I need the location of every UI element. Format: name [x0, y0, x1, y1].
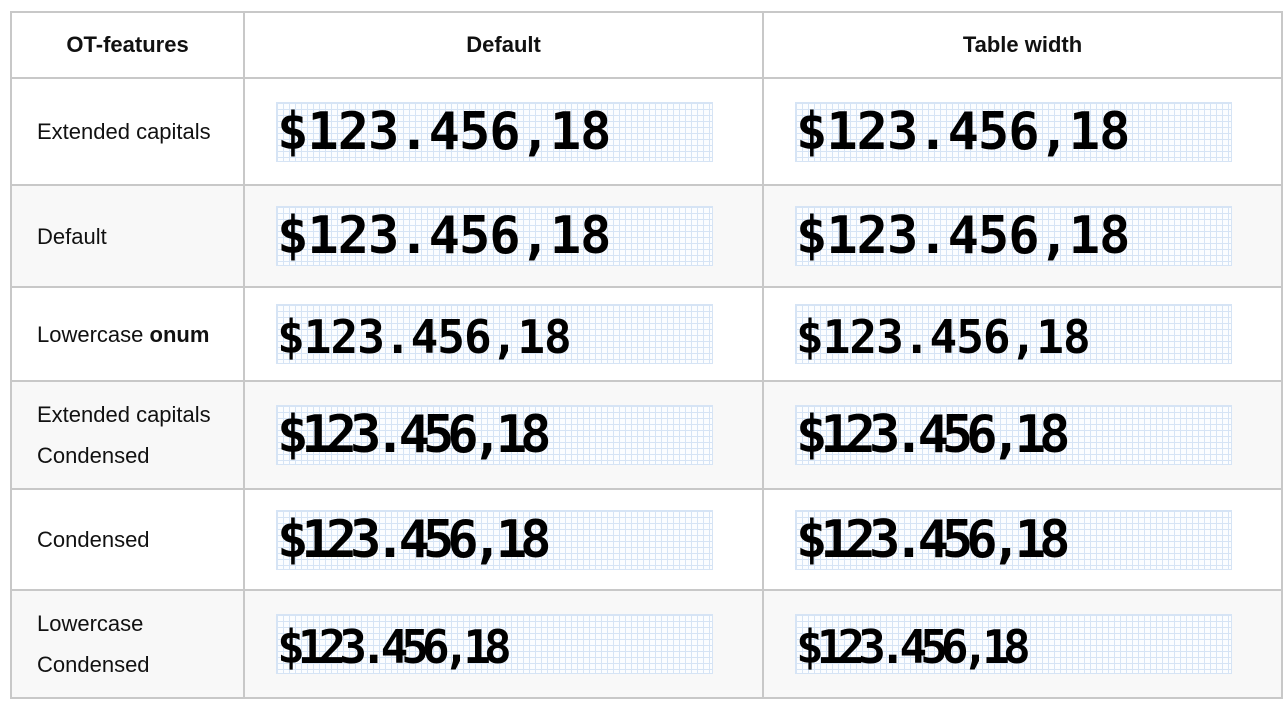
header-row: OT-features Default Table width: [9, 11, 1283, 79]
table-row: Condensed $123.456,18 $123.456,18: [9, 488, 1283, 591]
sample-table-width: $123.456,18: [795, 614, 1233, 674]
sample-table-width: $123.456,18: [795, 304, 1233, 364]
sample-table-width: $123.456,18: [795, 206, 1233, 266]
sample-default: $123.456,18: [276, 304, 714, 364]
header-table-width: Table width: [762, 11, 1283, 79]
sample-default: $123.456,18: [276, 405, 714, 465]
sample-default: $123.456,18: [276, 509, 714, 570]
table-row: Lowercase Condensed $123.456,18 $123.456,…: [9, 589, 1283, 699]
sample-default: $123.456,18: [276, 101, 714, 162]
table-row: Extended capitals Condensed $123.456,18 $…: [9, 380, 1283, 490]
sample-default: $123.456,18: [276, 614, 714, 674]
table-row: Extended capitals $123.456,18 $123.456,1…: [9, 77, 1283, 186]
sample-table-width: $123.456,18: [795, 101, 1233, 162]
table-row: Lowercase onum $123.456,18 $123.456,18: [9, 286, 1283, 382]
row-label: Condensed: [9, 488, 246, 591]
row-label: Default: [9, 184, 246, 288]
table-row: Default $123.456,18 $123.456,18: [9, 184, 1283, 288]
row-label: Extended capitals: [9, 77, 246, 186]
header-default: Default: [243, 11, 765, 79]
header-ot-features: OT-features: [9, 11, 246, 79]
sample-table-width: $123.456,18: [795, 509, 1233, 570]
row-label: Lowercase Condensed: [9, 589, 246, 699]
ot-features-table: OT-features Default Table width Extended…: [9, 11, 1283, 699]
row-label: Extended capitals Condensed: [9, 380, 246, 490]
sample-table-width: $123.456,18: [795, 405, 1233, 465]
sample-default: $123.456,18: [276, 206, 714, 266]
row-label: Lowercase onum: [9, 286, 246, 382]
